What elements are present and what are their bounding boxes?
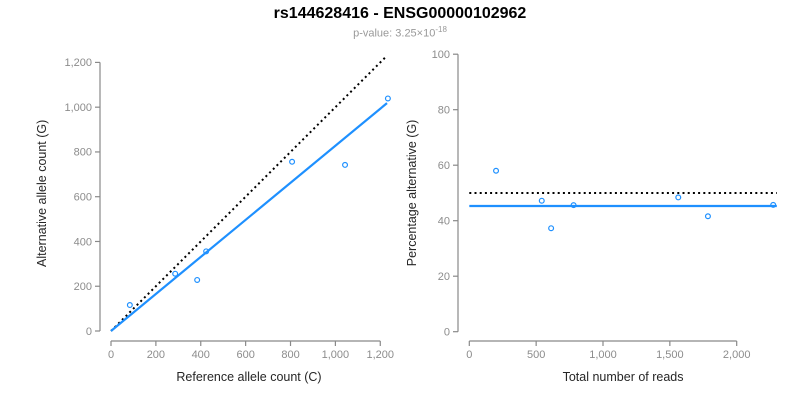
x-axis-title: Total number of reads	[563, 370, 684, 384]
x-tick-label: 800	[281, 349, 299, 361]
x-tick-label: 1,000	[322, 349, 350, 361]
x-tick-label: 600	[236, 349, 254, 361]
y-tick-label: 0	[444, 327, 450, 339]
x-tick-label: 500	[527, 349, 545, 361]
y-tick-label: 60	[438, 160, 450, 172]
p-value-exponent: -18	[435, 25, 447, 34]
x-tick-label: 1,000	[589, 349, 617, 361]
page-title: rs144628416 - ENSG00000102962	[273, 5, 527, 22]
y-tick-label: 20	[438, 271, 450, 283]
x-tick-label: 0	[466, 349, 472, 361]
data-point	[538, 197, 545, 204]
x-tick-label: 200	[147, 349, 165, 361]
left-panel: 0 200 400 600 800 1,000 1,200 0 200 400 600 800 1,00…	[35, 54, 395, 384]
data-point	[342, 161, 349, 168]
y-tick-label: 200	[74, 281, 92, 293]
data-point	[126, 302, 133, 309]
data-point	[770, 201, 777, 208]
identity-line	[110, 54, 388, 332]
data-point	[704, 213, 711, 220]
data-point	[570, 202, 577, 209]
x-axis-title: Reference allele count (C)	[176, 370, 321, 384]
data-point	[548, 225, 555, 232]
data-point	[289, 158, 296, 165]
data-point	[172, 270, 179, 277]
y-tick-label: 0	[86, 326, 92, 338]
y-tick-label: 100	[432, 49, 450, 61]
p-value-text: p-value: 3.25×10	[353, 27, 436, 40]
x-tick-label: 1,200	[367, 349, 395, 361]
y-tick-label: 600	[74, 192, 92, 204]
p-value-subtitle: p-value: 3.25×10-18	[0, 25, 800, 40]
data-point	[675, 194, 682, 201]
y-tick-label: 800	[74, 147, 92, 159]
x-tick-label: 2,000	[723, 349, 751, 361]
y-axis-title: Percentage alternative (G)	[405, 120, 419, 267]
regression-line	[110, 102, 388, 332]
data-point	[203, 248, 210, 255]
x-tick-label: 400	[192, 349, 210, 361]
y-tick-label: 1,000	[64, 102, 92, 114]
x-tick-label: 0	[108, 349, 114, 361]
data-point	[493, 167, 500, 174]
y-axis-title: Alternative allele count (G)	[35, 120, 49, 267]
data-point	[194, 276, 201, 283]
right-panel: 0 20 40 60 80 100 0 500 1,000 1,500 2,000 Total num…	[405, 49, 777, 384]
x-tick-label: 1,500	[656, 349, 684, 361]
data-point	[384, 95, 391, 102]
y-tick-label: 40	[438, 216, 450, 228]
y-tick-label: 400	[74, 236, 92, 248]
y-tick-label: 1,200	[64, 57, 92, 69]
y-tick-label: 80	[438, 105, 450, 117]
